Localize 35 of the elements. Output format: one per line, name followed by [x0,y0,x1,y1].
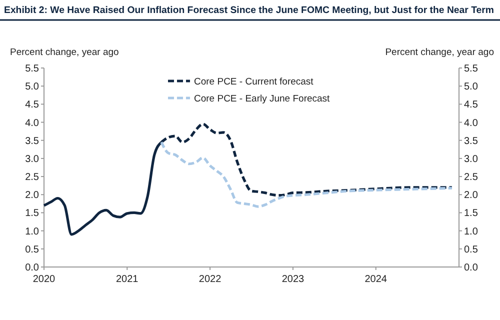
line-series [160,140,454,208]
y2-tick-label: 4.5 [464,100,478,111]
x-tick-label: 2023 [282,274,305,285]
y-tick-label: 4.0 [25,118,40,129]
y-tick-label: 3.0 [25,154,40,165]
x-tick-label: 2020 [32,274,56,285]
y-tick-label: 3.5 [25,136,40,147]
legend-label: Core PCE - Current forecast [194,76,314,88]
y2-tick-label: 3.0 [464,154,478,165]
y-tick-label: 0.5 [25,244,40,256]
y-tick-label: 0.0 [25,262,40,274]
y2-tick-label: 4.0 [464,118,478,129]
y-tick-label: 5.5 [25,64,40,74]
y2-tick-label: 5.5 [464,64,478,74]
y2-tick-label: 0.5 [464,244,478,256]
y-tick-label: 5.0 [25,82,40,93]
y2-tick-label: 2.5 [464,172,478,184]
y-tick-label: 1.5 [25,208,40,220]
y2-tick-label: 5.0 [464,82,478,93]
x-tick-label: 2024 [364,274,388,285]
y-axis-title: Percent change, year ago [10,47,119,58]
y2-tick-label: 1.5 [464,208,478,220]
y-tick-label: 2.5 [25,172,40,184]
y2-tick-label: 3.5 [464,136,478,147]
legend-label: Core PCE - Early June Forecast [194,93,330,104]
y2-tick-label: 0.0 [464,262,478,274]
y2-axis-title: Percent change, year ago [385,47,494,58]
x-tick-label: 2022 [198,274,222,285]
y-tick-label: 2.0 [25,190,40,202]
x-tick-label: 2021 [116,274,139,285]
y2-tick-label: 1.0 [464,226,478,238]
chart-title: Exhibit 2: We Have Raised Our Inflation Forecast Since the June FOMC Meeting, but Just for the Near Term [4,5,494,16]
y2-tick-label: 2.0 [464,190,478,202]
y-tick-label: 4.5 [25,100,40,111]
y-tick-label: 1.0 [25,226,40,238]
